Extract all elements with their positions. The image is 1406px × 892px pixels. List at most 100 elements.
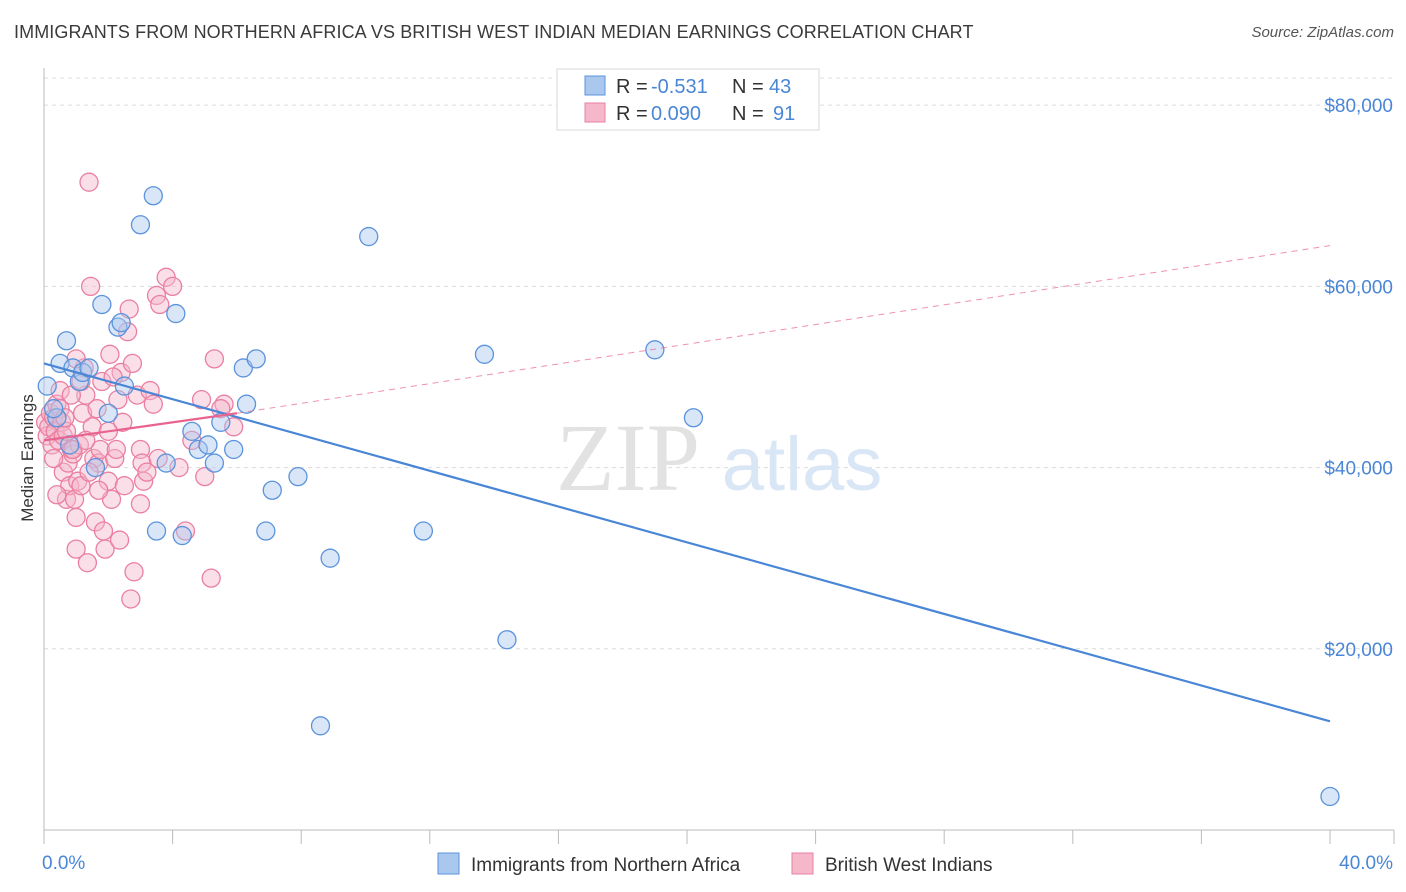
pink-point-83 xyxy=(106,439,126,460)
legend: R = -0.531 N = 43 R = 0.090 N = 91 xyxy=(556,68,820,131)
pink-point-90 xyxy=(130,494,151,514)
x-tick-label-0: 0.0% xyxy=(42,853,85,874)
legend-n-label-blue: N = xyxy=(732,76,764,98)
blue-trend-line xyxy=(43,362,1331,723)
blue-point-40 xyxy=(1320,786,1340,807)
legend-r-label-blue: R = xyxy=(616,76,648,98)
blue-series xyxy=(37,186,1340,807)
pink-point-67 xyxy=(47,485,67,505)
blue-point-18 xyxy=(166,303,186,324)
blue-point-22 xyxy=(204,453,225,473)
blue-point-12 xyxy=(111,312,131,333)
y-tick-label-0: $20,000 xyxy=(1324,640,1393,661)
pink-point-41 xyxy=(109,530,130,550)
pink-point-81 xyxy=(89,480,109,500)
legend-n-label-pink: N = xyxy=(732,103,764,125)
blue-point-30 xyxy=(262,480,282,500)
pink-point-63 xyxy=(201,568,221,588)
blue-point-33 xyxy=(320,548,340,568)
blue-point-17 xyxy=(156,453,176,473)
blue-point-0 xyxy=(37,376,57,396)
blue-point-15 xyxy=(143,186,163,206)
pink-point-86 xyxy=(191,389,212,410)
blue-point-8 xyxy=(85,457,106,478)
pink-point-62 xyxy=(195,467,215,487)
blue-point-28 xyxy=(246,349,266,369)
pink-point-72 xyxy=(87,399,107,419)
trend-lines xyxy=(43,245,1331,723)
y-tick-label-3: $80,000 xyxy=(1324,96,1393,117)
y-axis-label: Median Earnings xyxy=(18,394,37,522)
legend-swatch-blue xyxy=(584,75,606,96)
pink-point-35 xyxy=(93,521,114,541)
blue-point-14 xyxy=(130,215,151,235)
bottom-legend-label-pink: British West Indians xyxy=(825,855,993,876)
blue-point-10 xyxy=(98,403,118,423)
pink-point-20 xyxy=(66,539,86,559)
bottom-legend-label-blue: Immigrants from Northern Africa xyxy=(471,855,741,876)
blue-point-19 xyxy=(172,525,192,546)
pink-point-36 xyxy=(95,539,115,559)
legend-swatch-pink xyxy=(584,102,606,123)
blue-point-32 xyxy=(310,716,331,736)
bottom-legend-swatch-pink xyxy=(791,852,814,875)
pink-point-26 xyxy=(77,553,98,573)
blue-point-29 xyxy=(256,521,276,541)
y-tick-label-1: $40,000 xyxy=(1324,459,1393,480)
axes xyxy=(43,68,1395,844)
blue-point-31 xyxy=(288,467,308,487)
pink-point-57 xyxy=(150,294,170,315)
pink-point-55 xyxy=(143,394,163,414)
blue-point-16 xyxy=(146,521,167,541)
pink-point-23 xyxy=(72,403,93,423)
source-label: Source: ZipAtlas.com xyxy=(1251,24,1394,41)
blue-point-34 xyxy=(359,226,379,247)
blue-point-9 xyxy=(92,294,112,315)
y-tick-labels: $20,000 $40,000 $60,000 $80,000 xyxy=(1324,96,1393,661)
legend-r-label-pink: R = xyxy=(616,103,648,125)
blue-point-35 xyxy=(413,521,434,541)
pink-point-53 xyxy=(137,462,157,482)
blue-point-37 xyxy=(497,630,517,650)
legend-r-blue: -0.531 xyxy=(651,76,708,98)
pink-point-46 xyxy=(121,589,141,609)
chart-title: IMMIGRANTS FROM NORTHERN AFRICA VS BRITI… xyxy=(14,22,974,42)
blue-point-41 xyxy=(43,399,64,419)
pink-point-27 xyxy=(79,172,99,192)
blue-point-21 xyxy=(188,439,208,460)
pink-point-75 xyxy=(113,412,133,432)
pink-point-43 xyxy=(114,476,135,496)
x-tick-label-1: 40.0% xyxy=(1339,853,1393,874)
pink-point-33 xyxy=(90,439,110,460)
pink-point-28 xyxy=(80,276,101,297)
pink-point-59 xyxy=(162,276,183,297)
blue-point-25 xyxy=(224,439,244,460)
legend-n-blue: 43 xyxy=(769,76,791,98)
pink-point-73 xyxy=(100,344,120,364)
watermark-zip: ZIP xyxy=(556,404,700,511)
pink-series xyxy=(35,172,244,609)
watermark: ZIP atlas xyxy=(556,404,882,511)
blue-point-3 xyxy=(56,331,77,351)
pink-point-48 xyxy=(124,562,144,582)
blue-point-38 xyxy=(645,340,665,360)
blue-point-20 xyxy=(182,421,202,441)
pink-trend-line xyxy=(43,412,238,442)
pink-trend-extension xyxy=(236,245,1331,414)
legend-r-pink: 0.090 xyxy=(651,103,701,125)
blue-point-39 xyxy=(683,408,704,428)
blue-point-36 xyxy=(474,344,495,364)
pink-point-64 xyxy=(204,349,225,369)
blue-point-27 xyxy=(236,394,257,414)
blue-point-23 xyxy=(198,435,218,455)
watermark-atlas: atlas xyxy=(722,422,883,507)
pink-point-88 xyxy=(43,448,64,469)
bottom-legend-swatch-blue xyxy=(437,852,460,875)
y-tick-label-2: $60,000 xyxy=(1324,277,1393,298)
pink-point-19 xyxy=(66,507,86,528)
legend-n-pink: 91 xyxy=(773,103,795,125)
pink-point-47 xyxy=(122,353,143,374)
bottom-legend: Immigrants from Northern Africa British … xyxy=(437,852,993,876)
x-tick-labels: 0.0% 40.0% xyxy=(42,853,1393,874)
